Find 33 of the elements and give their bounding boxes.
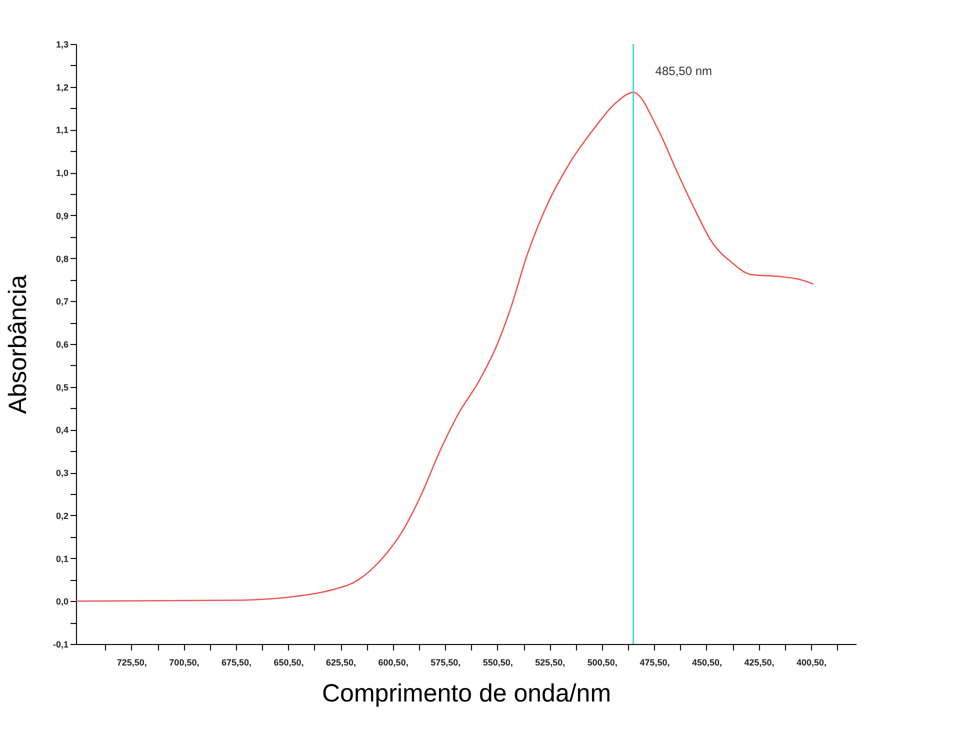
line-series xyxy=(75,92,814,602)
y-tick-label: 1,2 xyxy=(56,82,68,92)
y-tick-label: 0,0 xyxy=(56,596,68,607)
y-tick-label: 1,3 xyxy=(56,40,68,50)
ref-line-label: 485,50 nm xyxy=(655,64,712,78)
x-tick-label: 550,50, xyxy=(482,658,513,668)
y-tick-label: 0,6 xyxy=(56,340,68,350)
y-tick-label: 0,2 xyxy=(56,510,68,521)
x-tick-label: 475,50, xyxy=(640,658,670,668)
x-axis-title: Comprimento de onda/nm xyxy=(322,680,612,708)
y-tick-label: 0,8 xyxy=(56,254,68,264)
y-tick-label: 0,3 xyxy=(56,468,68,478)
x-tick-label: 725,50, xyxy=(116,658,147,668)
y-axis-title: Absorbância xyxy=(4,274,32,414)
x-tick-label: 700,50, xyxy=(169,658,200,668)
x-tick-label: 650,50, xyxy=(274,658,304,668)
y-tick-label: 1,1 xyxy=(56,125,68,136)
y-tick-label: 0,4 xyxy=(56,425,68,436)
x-tick-label: 600,50, xyxy=(378,658,408,668)
y-tick-label: 0,9 xyxy=(56,210,68,221)
x-tick-label: 425,50, xyxy=(744,658,774,668)
x-tick-label: 675,50, xyxy=(221,658,252,668)
y-tick-label: -0,1 xyxy=(52,640,68,650)
x-tick-label: 525,50, xyxy=(535,658,566,668)
y-tick-label: 0,5 xyxy=(56,382,68,392)
x-tick-label: 450,50, xyxy=(692,658,722,668)
y-tick-label: 0,1 xyxy=(56,554,68,564)
x-tick-label: 500,50, xyxy=(587,658,618,668)
x-tick-label: 575,50, xyxy=(430,658,461,668)
x-tick-label: 625,50, xyxy=(326,658,356,668)
y-tick-label: 1,0 xyxy=(56,168,68,178)
y-tick-label: 0,7 xyxy=(56,296,68,307)
x-tick-label: 400,50, xyxy=(796,658,827,668)
